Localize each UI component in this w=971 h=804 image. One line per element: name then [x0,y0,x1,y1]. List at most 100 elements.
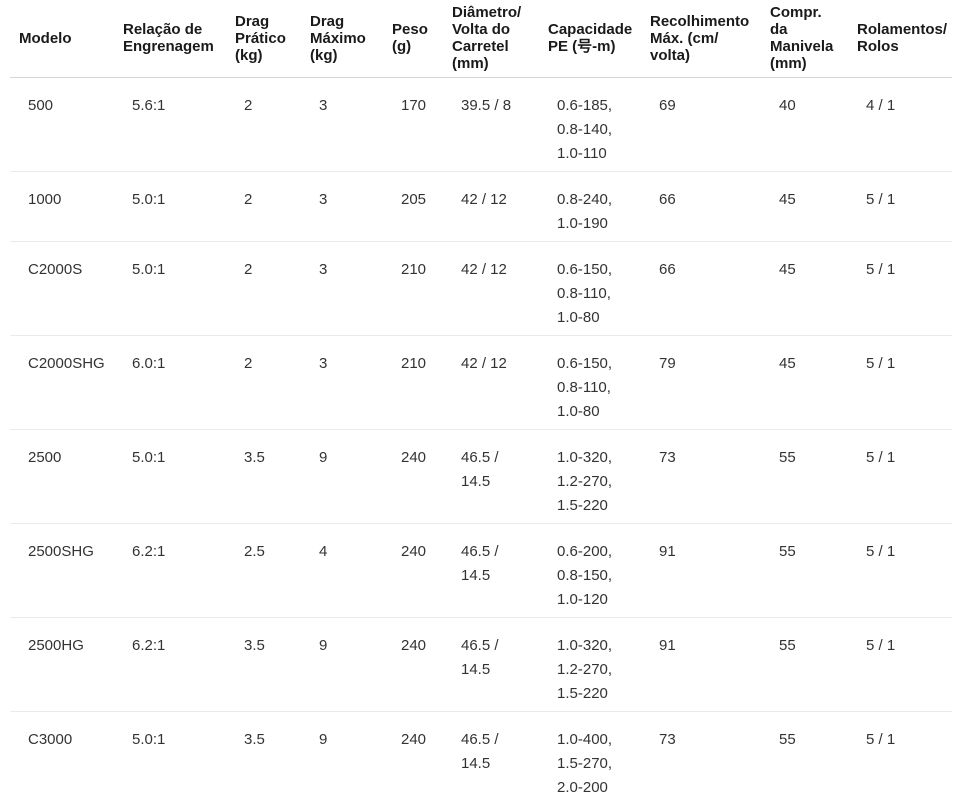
table-cell-drag-maximo: 3 [301,334,383,429]
table-cell-compr-manivela: 55 [761,710,848,804]
table-cell-rolamentos-rolos: 5 / 1 [848,240,952,335]
table-row: 2500SHG 6.2:1 2.5 4 240 46.5 / 14.5 0.6-200, 0… [10,522,952,617]
table-cell-rolamentos-rolos: 4 / 1 [866,96,896,114]
table-cell-drag-pratico: 2 [226,240,301,335]
column-header-rolamentos-rolos: Rolamentos/ Rolos [848,0,952,78]
table-cell-modelo: 500 [28,96,54,114]
table-cell-drag-pratico: 2 [226,170,301,241]
table-cell-compr-manivela: 45 [761,334,848,429]
table-cell-modelo: 1000 [10,170,114,241]
table-cell-relacao-engrenagem: 5.6:1 [132,96,166,114]
table-cell-capacidade-pe: 1.0-400, 1.5-270, 2.0-200 [539,710,641,804]
table-cell-diametro-volta-carretel: 42 / 12 [443,170,539,241]
table-cell-capacidade-pe: 1.0-320, 1.2-270, 1.5-220 [539,428,641,523]
table-cell-diametro-volta-carretel: 42 / 12 [443,334,539,429]
table-cell-compr-manivela: 45 [761,170,848,241]
table-cell-recolhimento-max: 66 [641,170,761,241]
table-cell-peso: 240 [383,616,443,711]
table-cell-modelo: C3000 [10,710,114,804]
table-cell-relacao-engrenagem: 5.0:1 [114,428,226,523]
table-cell-recolhimento-max: 91 [641,616,761,711]
table-cell-drag-pratico: 2 [244,96,253,114]
table-cell-rolamentos-rolos: 5 / 1 [848,428,952,523]
table-cell-compr-manivela: 55 [761,522,848,617]
table-cell-capacidade-pe: 1.0-320, 1.2-270, 1.5-220 [539,616,641,711]
table-cell-drag-maximo: 4 [301,522,383,617]
header-row: Modelo Relação de Engrenagem Drag Prátic… [10,0,952,78]
table-cell-recolhimento-max: 73 [641,710,761,804]
table-cell-diametro-volta-carretel: 42 / 12 [443,240,539,335]
table-cell-diametro-volta-carretel: 46.5 / 14.5 [443,616,539,711]
table-body: 500 5.6:1 2 3 170 39.5 / 8 0.6-185, 0.8-140, 1… [10,77,952,804]
table-cell-peso: 170 [401,96,427,114]
table-header: Modelo Relação de Engrenagem Drag Prátic… [10,0,952,78]
spec-table: Modelo Relação de Engrenagem Drag Prátic… [10,0,952,804]
table-cell-diametro-volta-carretel: 46.5 / 14.5 [443,710,539,804]
column-header-recolhimento-max: Recolhimento Máx. (cm/ volta) [641,0,761,78]
table-cell-diametro-volta-carretel: 46.5 / 14.5 [443,522,539,617]
table-cell-drag-pratico: 3.5 [226,616,301,711]
table-cell-peso: 210 [383,240,443,335]
table-row: C2000S 5.0:1 2 3 210 42 / 12 0.6-150, 0.8-110,… [10,240,952,335]
column-header-modelo: Modelo [10,0,114,78]
table-cell-rolamentos-rolos: 5 / 1 [848,170,952,241]
table-cell-rolamentos-rolos: 5 / 1 [848,616,952,711]
table-cell-relacao-engrenagem: 6.0:1 [114,334,226,429]
table-cell-modelo: C2000S [10,240,114,335]
table-row: C3000 5.0:1 3.5 9 240 46.5 / 14.5 1.0-400, 1.5… [10,710,952,804]
table-cell-drag-maximo: 9 [301,710,383,804]
table-cell-relacao-engrenagem: 5.0:1 [114,240,226,335]
table-cell-compr-manivela: 55 [761,428,848,523]
table-cell-capacidade-pe: 0.8-240, 1.0-190 [539,170,641,241]
table-cell-rolamentos-rolos: 5 / 1 [848,334,952,429]
table-cell-recolhimento-max: 69 [659,96,676,114]
table-cell-drag-pratico: 3.5 [226,710,301,804]
table-cell-diametro-volta-carretel: 39.5 / 8 [461,96,512,114]
table-cell-modelo: 2500 [10,428,114,523]
table-cell-capacidade-pe: 0.6-150, 0.8-110, 1.0-80 [539,240,641,335]
table-cell-recolhimento-max: 66 [641,240,761,335]
table-cell-capacidade-pe: 0.6-185, 0.8-140, 1.0-110 [557,96,613,162]
table-cell-relacao-engrenagem: 5.0:1 [114,710,226,804]
table-row: 1000 5.0:1 2 3 205 42 / 12 0.8-240, 1.0-190 66 4… [10,170,952,241]
table-cell-recolhimento-max: 73 [641,428,761,523]
table-cell-compr-manivela: 40 [779,96,796,114]
table-cell-modelo: 2500SHG [10,522,114,617]
table-cell-relacao-engrenagem: 6.2:1 [114,522,226,617]
table-cell-compr-manivela: 45 [761,240,848,335]
table-cell-peso: 240 [383,710,443,804]
table-cell-drag-pratico: 2.5 [226,522,301,617]
table-cell-recolhimento-max: 79 [641,334,761,429]
table-cell-drag-maximo: 9 [301,616,383,711]
table-row: 2500 5.0:1 3.5 9 240 46.5 / 14.5 1.0-320, 1.2-… [10,428,952,523]
table-cell-drag-maximo: 3 [319,96,328,114]
table-cell-capacidade-pe: 0.6-150, 0.8-110, 1.0-80 [539,334,641,429]
table-cell-rolamentos-rolos: 5 / 1 [848,710,952,804]
table-cell-relacao-engrenagem: 6.2:1 [114,616,226,711]
table-row: 2500HG 6.2:1 3.5 9 240 46.5 / 14.5 1.0-320, 1.… [10,616,952,711]
table-cell-drag-maximo: 3 [301,240,383,335]
table-cell-compr-manivela: 55 [761,616,848,711]
table-cell-peso: 240 [383,428,443,523]
table-cell-rolamentos-rolos: 5 / 1 [848,522,952,617]
column-header-relacao-engrenagem: Relação de Engrenagem [114,0,226,78]
table-cell-drag-maximo: 3 [301,170,383,241]
column-header-compr-manivela: Compr. da Manivela (mm) [761,0,848,78]
column-header-drag-pratico: Drag Prático (kg) [226,0,301,78]
column-header-peso: Peso (g) [383,0,443,78]
column-header-drag-maximo: Drag Máximo (kg) [301,0,383,78]
table-cell-peso: 205 [383,170,443,241]
column-header-capacidade-pe: Capacidade PE (号-m) [539,0,641,78]
table-cell-drag-pratico: 3.5 [226,428,301,523]
table-cell-diametro-volta-carretel: 46.5 / 14.5 [443,428,539,523]
table-cell-drag-pratico: 2 [226,334,301,429]
table-cell-drag-maximo: 9 [301,428,383,523]
table-row: C2000SHG 6.0:1 2 3 210 42 / 12 0.6-150, 0.8-11… [10,334,952,429]
table-cell-peso: 210 [383,334,443,429]
table-cell-modelo: 2500HG [10,616,114,711]
table-cell-recolhimento-max: 91 [641,522,761,617]
table-row: 500 5.6:1 2 3 170 39.5 / 8 0.6-185, 0.8-140, 1… [10,77,952,171]
table-cell-peso: 240 [383,522,443,617]
table-cell-capacidade-pe: 0.6-200, 0.8-150, 1.0-120 [539,522,641,617]
table-cell-relacao-engrenagem: 5.0:1 [114,170,226,241]
